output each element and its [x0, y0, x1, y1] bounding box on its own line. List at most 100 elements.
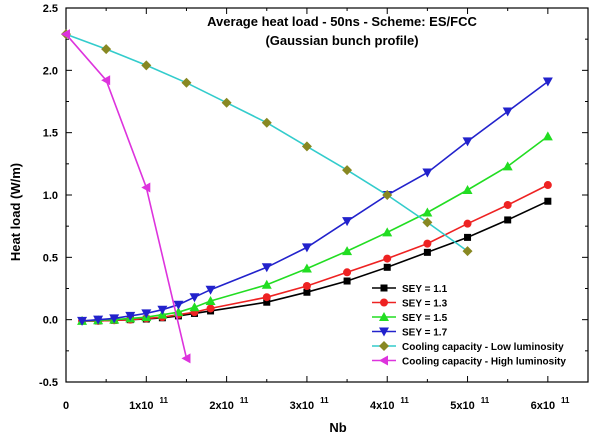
series-6-point — [141, 182, 151, 193]
series-3-point — [261, 279, 272, 289]
series-4-point — [422, 168, 433, 178]
x-tick-label: 6x10 — [531, 400, 555, 412]
series-4-point — [109, 314, 120, 324]
series-6-point — [101, 75, 111, 86]
series-1-point — [504, 216, 512, 224]
series-5-point — [342, 165, 353, 176]
chart-title: Average heat load - 50ns - Scheme: ES/FC… — [207, 14, 477, 29]
series-4-point — [261, 263, 272, 273]
series-4-point — [205, 285, 216, 295]
x-axis-label: Nb — [329, 420, 346, 435]
series-2-point — [423, 239, 432, 248]
legend-marker-4 — [379, 327, 389, 337]
series-1-point — [383, 263, 391, 271]
series-5-point — [141, 60, 152, 71]
series-4-point — [93, 315, 104, 325]
x-tick-exponent: 11 — [320, 396, 329, 405]
series-2-point — [262, 293, 271, 302]
y-tick-label: -0.5 — [39, 377, 58, 389]
y-tick-label: 1.5 — [43, 128, 58, 140]
series-4-point — [462, 137, 473, 147]
plot-area: 0 1x10 11 2x10 11 3x10 11 4x10 11 5x10 11 6x10 11 -0.… — [39, 3, 589, 412]
x-tick-label: 3x10 — [290, 400, 314, 412]
series-2-point — [302, 282, 311, 291]
series-4-point — [542, 77, 553, 87]
series-6-point — [181, 353, 191, 364]
series-2-point — [343, 268, 352, 277]
series-1-point — [343, 277, 351, 285]
series-1-point — [303, 288, 311, 296]
series-5-point — [301, 141, 312, 152]
series-3-point — [382, 227, 393, 237]
series-3-point — [542, 131, 553, 141]
series-4-point — [342, 217, 353, 227]
legend-marker-5 — [379, 341, 389, 351]
y-tick-label: 1.0 — [43, 190, 58, 202]
y-tick-label: 0.0 — [43, 315, 58, 327]
series-line-3 — [82, 135, 549, 322]
x-tick-exponent: 11 — [561, 396, 570, 405]
legend-label-3: SEY = 1.5 — [402, 313, 448, 324]
series-3-point — [422, 207, 433, 217]
legend-label-6: Cooling capacity - High luminosity — [402, 357, 566, 368]
series-5-point — [261, 117, 272, 128]
x-tick-exponent: 11 — [240, 396, 249, 405]
series-3-point — [301, 263, 312, 273]
series-1-point — [464, 233, 472, 241]
series-4-point — [173, 300, 184, 310]
x-tick-label: 2x10 — [209, 400, 233, 412]
y-tick-label: 2.0 — [43, 65, 58, 77]
legend-label-1: SEY = 1.1 — [402, 284, 448, 295]
legend-marker-3 — [379, 312, 389, 321]
x-tick-exponent: 11 — [160, 396, 169, 405]
series-5-point — [422, 217, 433, 228]
legend: SEY = 1.1 SEY = 1.3 SEY = 1.5 SEY = 1.7 Cool… — [372, 284, 566, 368]
legend-label-4: SEY = 1.7 — [402, 328, 448, 339]
x-tick-exponent: 11 — [481, 396, 490, 405]
legend-marker-6 — [379, 355, 388, 366]
series-2-point — [463, 219, 472, 228]
series-line-4 — [82, 80, 549, 322]
series-3-point — [462, 185, 473, 195]
series-2-point — [543, 181, 552, 190]
series-4-point — [125, 311, 136, 321]
y-tick-label: 0.5 — [43, 252, 58, 264]
series-4-point — [77, 316, 88, 326]
series-1-point — [263, 298, 271, 306]
series-4-point — [301, 243, 312, 253]
series-2-point — [383, 254, 392, 263]
legend-marker-1 — [380, 284, 388, 292]
series-2-point — [503, 200, 512, 209]
x-tick-exponent: 11 — [400, 396, 409, 405]
series-3-point — [502, 161, 513, 171]
legend-label-2: SEY = 1.3 — [402, 299, 448, 310]
series-4-point — [189, 293, 200, 303]
series-3-point — [205, 295, 216, 305]
series-5-point — [101, 44, 112, 55]
legend-label-5: Cooling capacity - Low luminosity — [402, 342, 564, 353]
series-5-point — [221, 97, 232, 108]
series-4-point — [141, 309, 152, 319]
series-1-point — [423, 248, 431, 256]
x-tick-label: 5x10 — [450, 400, 474, 412]
series-1-point — [544, 197, 552, 205]
series-4-point — [157, 305, 168, 315]
chart-subtitle: (Gaussian bunch profile) — [265, 33, 418, 48]
series-line-5 — [65, 33, 468, 252]
series-5-point — [382, 190, 393, 200]
series-line-2 — [82, 184, 549, 322]
x-tick-label: 4x10 — [370, 400, 394, 412]
y-tick-label: 2.5 — [43, 3, 58, 15]
series-3-point — [189, 302, 200, 312]
legend-marker-2 — [380, 298, 388, 307]
series-line-6 — [65, 33, 188, 359]
series-5-point — [462, 246, 473, 257]
series-5-point — [181, 77, 192, 88]
series-3-point — [342, 246, 353, 256]
x-tick-label: 0 — [63, 400, 69, 412]
y-axis-label: Heat load (W/m) — [8, 163, 23, 261]
series-4-point — [502, 107, 513, 117]
series-2-point — [206, 304, 215, 313]
